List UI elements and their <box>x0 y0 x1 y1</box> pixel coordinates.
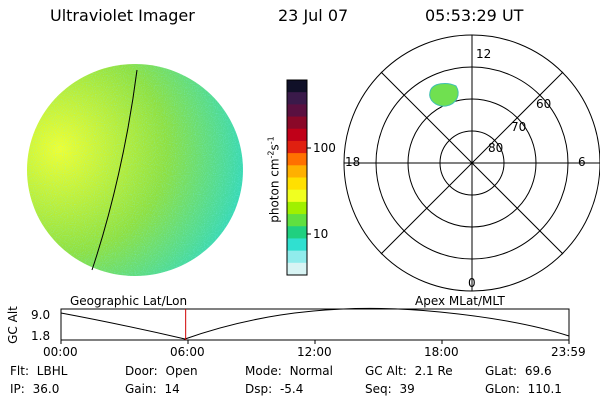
terminator-line <box>91 69 138 271</box>
status-label: Gain: <box>125 382 157 396</box>
status-value: 69.6 <box>521 364 552 378</box>
auroral-patch <box>429 83 459 107</box>
status-label: Seq: <box>365 382 392 396</box>
lat-label-70: 70 <box>511 120 527 134</box>
colorbar-cell <box>287 128 307 142</box>
instrument-title: Ultraviolet Imager <box>50 6 195 25</box>
colorbar-cell <box>287 262 307 276</box>
polar-diagonal-2 <box>380 71 564 255</box>
x-tick-label: 18:00 <box>424 345 459 359</box>
x-tick-label: 23:59 <box>551 345 586 359</box>
colorbar-cell <box>287 226 307 239</box>
colorbar-cell <box>287 92 307 105</box>
colorbar-cell <box>287 214 307 227</box>
status-value: LBHL <box>32 364 68 378</box>
mlt-label-18: 18 <box>345 155 361 169</box>
mlt-label-0: 0 <box>468 276 476 290</box>
altitude-curve <box>60 307 570 340</box>
x-tick-label: 00:00 <box>43 345 78 359</box>
altitude-plot-frame <box>60 308 570 341</box>
colorbar-cell <box>287 201 307 215</box>
colorbar-cell <box>287 116 307 130</box>
status-row2-field: GLon: 110.1 <box>485 382 562 396</box>
status-value: 36.0 <box>28 382 60 396</box>
status-row2-field: Seq: 39 <box>365 382 415 396</box>
altitude-ymax: 9.0 <box>31 308 51 322</box>
status-label: Mode: <box>245 364 282 378</box>
status-row2-field: Gain: 14 <box>125 382 180 396</box>
x-tick-label: 06:00 <box>170 345 205 359</box>
status-value: -5.4 <box>276 382 304 396</box>
observation-date: 23 Jul 07 <box>278 6 349 25</box>
colorbar-label-10: 10 <box>313 227 329 241</box>
colorbar-cell <box>287 238 307 252</box>
colorbar-cell <box>287 250 307 264</box>
colorbar-cell <box>287 104 307 118</box>
status-label: IP: <box>10 382 25 396</box>
colorbar-cell <box>287 153 307 166</box>
colorbar-label-100: 100 <box>313 141 336 155</box>
earth-disk-texture <box>27 64 243 276</box>
status-label: Flt: <box>10 364 29 378</box>
mlt-label-12: 12 <box>476 47 492 61</box>
x-tick-label: 12:00 <box>297 345 332 359</box>
status-row1-field: GLat: 69.6 <box>485 364 552 378</box>
geographic-caption: Geographic Lat/Lon <box>70 294 188 308</box>
status-row2-field: IP: 36.0 <box>10 382 59 396</box>
status-value: Normal <box>285 364 333 378</box>
status-value: 14 <box>160 382 180 396</box>
status-row1-field: Door: Open <box>125 364 198 378</box>
status-value: 39 <box>395 382 415 396</box>
observation-time: 05:53:29 UT <box>425 6 524 25</box>
altitude-ylabel: GC Alt <box>6 306 20 344</box>
status-row1-field: Flt: LBHL <box>10 364 67 378</box>
status-label: GC Alt: <box>365 364 407 378</box>
mlt-label-6: 6 <box>578 155 586 169</box>
status-label: GLat: <box>485 364 518 378</box>
status-row1-field: GC Alt: 2.1 Re <box>365 364 453 378</box>
colorbar-frame <box>286 79 308 276</box>
status-row2-field: Dsp: -5.4 <box>245 382 303 396</box>
colorbar-cell <box>287 165 307 178</box>
colorbar-cell <box>287 189 307 203</box>
colorbar-cell <box>287 80 307 93</box>
colorbar-cell <box>287 140 307 154</box>
status-value: 2.1 Re <box>410 364 453 378</box>
altitude-ymin: 1.8 <box>31 329 51 343</box>
status-value: 110.1 <box>523 382 562 396</box>
colorbar-cell <box>287 177 307 191</box>
status-value: Open <box>161 364 198 378</box>
apex-caption: Apex MLat/MLT <box>415 294 505 308</box>
lat-label-80: 80 <box>488 141 504 155</box>
status-label: Dsp: <box>245 382 273 396</box>
lat-label-60: 60 <box>536 97 552 111</box>
status-label: Door: <box>125 364 158 378</box>
status-label: GLon: <box>485 382 520 396</box>
status-row1-field: Mode: Normal <box>245 364 333 378</box>
